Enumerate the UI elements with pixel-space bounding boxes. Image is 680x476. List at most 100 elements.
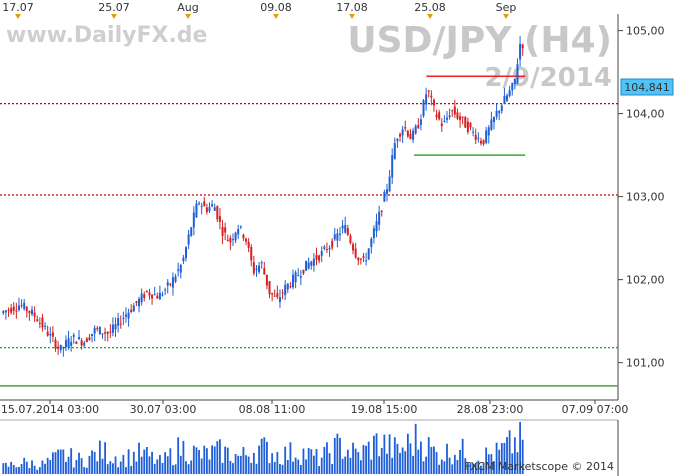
candle-body — [153, 294, 156, 296]
candle-body — [148, 292, 151, 296]
volume-bar — [96, 461, 99, 474]
volume-bar — [357, 452, 360, 474]
candle-body — [336, 233, 339, 241]
top-date-marker — [273, 14, 279, 19]
candle-body — [130, 309, 133, 312]
volume-bar — [480, 465, 482, 474]
candle-body — [297, 275, 300, 277]
volume-bar — [472, 463, 475, 474]
volume-bar — [93, 451, 96, 474]
volume-bar — [396, 443, 399, 474]
time-tick-label: 30.07 03:00 — [130, 403, 197, 416]
time-tick-label: 28.08 23:00 — [457, 403, 524, 416]
volume-bar — [451, 464, 454, 474]
candle-body — [226, 239, 229, 241]
candle-body — [265, 274, 268, 286]
candle-body — [341, 225, 344, 229]
volume-bar — [148, 456, 151, 474]
candle-body — [91, 333, 94, 337]
candle-body — [101, 333, 104, 335]
volume-bar — [506, 437, 508, 474]
volume-bar — [122, 454, 125, 474]
candle-body — [67, 338, 70, 348]
volume-bar — [57, 449, 60, 474]
volume-bar — [370, 459, 373, 474]
candle-body — [370, 238, 373, 248]
top-date-marker — [111, 14, 117, 19]
volume-bar — [195, 447, 198, 474]
volume-bar — [2, 463, 5, 474]
volume-bar — [161, 462, 164, 474]
candle-body — [164, 289, 167, 291]
candle-body — [158, 292, 161, 300]
top-date-label: 25.08 — [414, 1, 446, 14]
volume-bar — [169, 448, 172, 474]
volume-bar — [159, 455, 161, 474]
volume-bar — [482, 462, 485, 474]
candle-body — [75, 341, 78, 344]
candle-body — [151, 294, 154, 299]
candle-body — [140, 293, 143, 303]
volume-bar — [503, 442, 506, 474]
last-price-badge — [620, 78, 674, 96]
volume-bar — [333, 437, 336, 474]
volume-bar — [65, 461, 67, 474]
volume-bar — [380, 447, 383, 474]
candle-body — [359, 258, 362, 260]
volume-bar — [367, 441, 370, 474]
candle-body — [31, 309, 34, 315]
volume-bar — [365, 445, 367, 474]
candle-body — [385, 189, 388, 194]
candle-body — [200, 205, 203, 207]
candle-body — [469, 122, 472, 128]
candle-body — [221, 227, 224, 236]
candle-body — [70, 341, 73, 346]
candle-body — [132, 305, 135, 312]
top-date-label: 09.08 — [260, 1, 292, 14]
volume-bar — [156, 459, 159, 474]
volume-bar — [85, 467, 88, 474]
candle-body — [195, 203, 198, 218]
candle-body — [25, 307, 28, 312]
volume-bar — [487, 454, 490, 474]
top-date-label: 17.07 — [2, 1, 34, 14]
volume-bar — [112, 463, 114, 474]
candle-body — [250, 247, 253, 261]
candle-body — [36, 319, 39, 322]
candle-body — [213, 207, 216, 211]
candle-body — [485, 130, 488, 143]
candle-body — [187, 234, 190, 245]
volume-bar — [106, 464, 109, 474]
volume-bar — [219, 439, 221, 474]
volume-bar — [127, 449, 130, 474]
candle-body — [245, 238, 248, 242]
chart-title: USD/JPY (H4) — [347, 20, 612, 61]
last-price-label: 104,841 — [624, 81, 670, 94]
candle-body — [169, 283, 172, 285]
volume-bar — [513, 437, 516, 474]
candle-body — [174, 276, 177, 282]
volume-bar — [213, 446, 216, 474]
price-tick-label: 101,00 — [626, 357, 665, 370]
candle-body — [365, 260, 368, 262]
volume-bar — [279, 464, 281, 474]
candle-body — [299, 276, 302, 278]
volume-bar — [433, 446, 435, 474]
volume-bar — [138, 442, 140, 474]
candle-body — [255, 268, 258, 270]
volume-bar — [198, 450, 200, 474]
volume-bar — [386, 453, 388, 474]
volume-bar — [427, 437, 430, 474]
volume-bar — [383, 434, 386, 474]
candle-body — [156, 295, 159, 299]
volume-bar — [378, 456, 381, 474]
candle-body — [464, 117, 467, 128]
volume-bar — [362, 444, 365, 474]
candle-body — [135, 301, 138, 303]
volume-bar — [373, 435, 375, 474]
candle-body — [312, 258, 315, 266]
volume-bar — [464, 458, 467, 474]
candle-body — [62, 347, 65, 349]
candle-body — [138, 298, 141, 307]
volume-bar — [485, 447, 488, 474]
